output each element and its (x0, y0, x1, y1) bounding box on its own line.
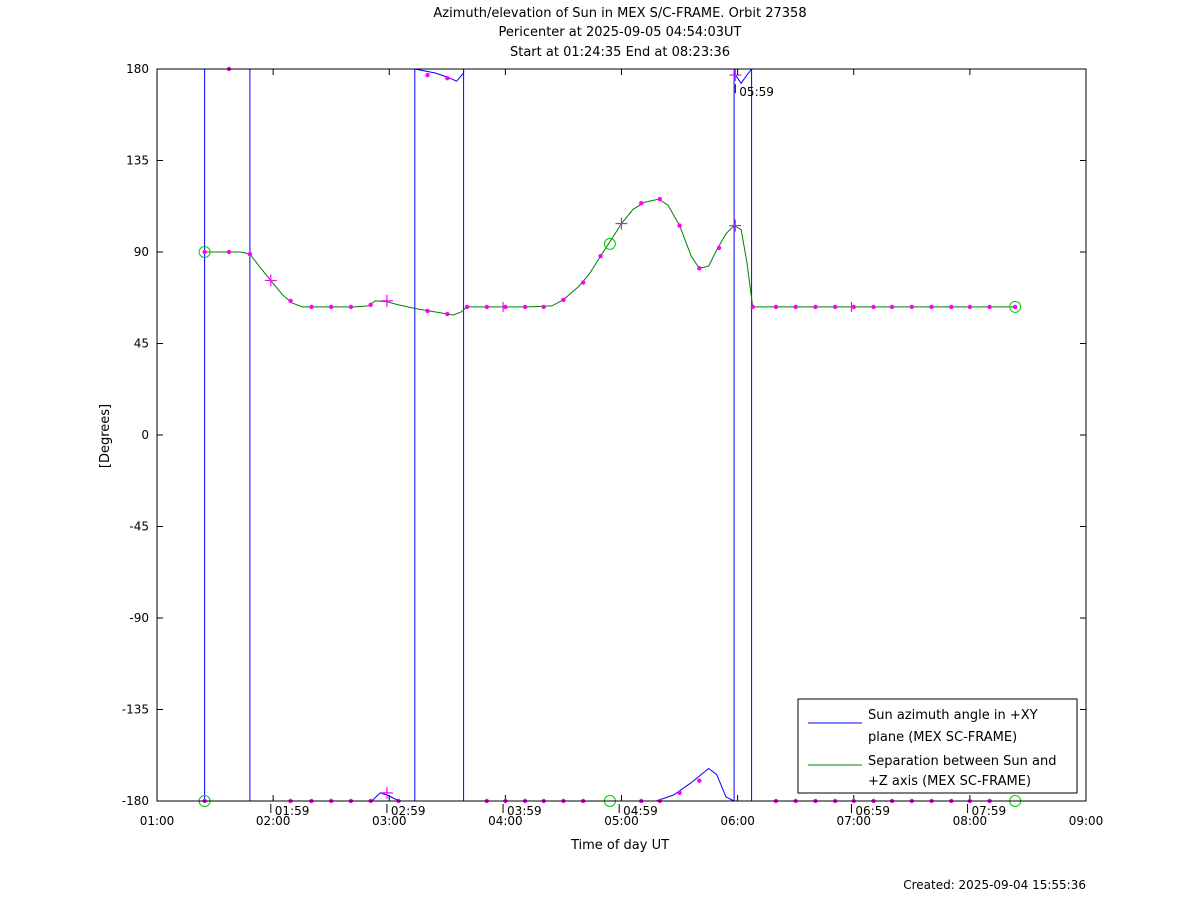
legend-label-separation-1: Separation between Sun and (868, 754, 1056, 769)
separation-point (949, 304, 954, 310)
separation-point (328, 304, 334, 310)
separation-series-line (204, 198, 1016, 316)
endpoint-circle (198, 246, 211, 258)
azimuth-series-line (733, 68, 752, 85)
separation-point (522, 304, 528, 310)
azimuth-point (425, 72, 430, 78)
x-tick-label: 04:00 (488, 814, 523, 828)
chart-subtitle: Pericenter at 2025-09-05 04:54:03UT (498, 25, 741, 40)
separation-point (929, 304, 934, 310)
separation-point (425, 308, 430, 314)
separation-point (813, 304, 818, 310)
x-tick-label: 01:00 (140, 814, 175, 828)
x-tick-label: 09:00 (1069, 814, 1104, 828)
separation-point (871, 304, 876, 310)
hour-annotation-label: 06:59 (855, 804, 890, 818)
azimuth-point (677, 790, 682, 796)
y-tick-label: -180 (122, 794, 149, 808)
x-axis-label: Time of day UT (570, 838, 669, 853)
axis-ticks: 01:00 02:00 03:00 04:00 05:00 06:00 07:00 08:00… (122, 62, 1104, 828)
separation-point (484, 304, 489, 310)
chart-subtitle-2: Start at 01:24:35 End at 08:23:36 (510, 45, 730, 60)
hour-annotation-label: 01:59 (275, 804, 310, 818)
separation-point (288, 298, 293, 303)
separation-point (226, 249, 232, 255)
hour-annotation-label: 02:59 (391, 804, 426, 818)
y-tick-label: 135 (126, 154, 149, 168)
separation-point (348, 304, 354, 310)
x-tick-label: 08:00 (953, 814, 988, 828)
created-timestamp: Created: 2025-09-04 15:55:36 (903, 878, 1086, 892)
legend-label-separation-2: +Z axis (MEX SC-FRAME) (868, 774, 1031, 789)
separation-point (580, 280, 586, 285)
separation-point (541, 304, 546, 310)
plot-markers (198, 66, 1022, 807)
hour-annotation-label: 04:59 (623, 804, 658, 818)
chart-title: Azimuth/elevation of Sun in MEX S/C-FRAM… (433, 6, 806, 21)
endpoint-circle (1009, 300, 1022, 313)
separation-point (889, 304, 895, 310)
separation-point (773, 304, 779, 310)
y-tick-label: 90 (134, 245, 149, 259)
x-tick-label: 06:00 (720, 814, 755, 828)
y-tick-label: -135 (122, 703, 149, 717)
azimuth-point (697, 778, 702, 783)
separation-point (851, 304, 856, 310)
separation-point (561, 297, 566, 302)
separation-point (247, 251, 253, 257)
legend-label-azimuth-2: plane (MEX SC-FRAME) (868, 730, 1017, 745)
separation-point (832, 304, 838, 310)
separation-point (987, 304, 992, 310)
plot-frame (156, 68, 1087, 802)
y-tick-label: 0 (141, 428, 149, 442)
separation-point (657, 196, 663, 202)
separation-point (309, 304, 314, 310)
azimuth-series-line (463, 767, 735, 802)
x-tick-label: 03:00 (372, 814, 407, 828)
endpoint-circle (603, 237, 616, 250)
separation-point (750, 304, 755, 310)
plot-series (204, 68, 1016, 802)
x-tick-label: 05:00 (604, 814, 639, 828)
azimuth-series-line (414, 68, 465, 82)
separation-point (967, 304, 973, 310)
x-tick-label: 07:00 (836, 814, 871, 828)
legend-label-azimuth-1: Sun azimuth angle in +XY (868, 708, 1038, 723)
separation-point (716, 245, 722, 251)
separation-point (909, 304, 915, 310)
hour-annotations: 01:59 02:59 03:59 04:59 05:59 06:59 07:59 (270, 84, 1007, 818)
legend: Sun azimuth angle in +XY plane (MEX SC-F… (797, 698, 1078, 794)
y-tick-label: 45 (134, 337, 149, 351)
y-tick-label: 180 (126, 62, 149, 76)
separation-point (793, 304, 798, 310)
hour-annotation-label: 07:59 (972, 804, 1007, 818)
separation-point (1012, 304, 1018, 310)
azimuth-point (445, 75, 450, 81)
hour-annotation-label: 03:59 (507, 804, 542, 818)
legend-box (797, 698, 1078, 794)
y-axis-label: [Degrees] (98, 404, 113, 468)
separation-point (202, 249, 207, 255)
separation-point (464, 304, 470, 310)
separation-point (445, 311, 450, 317)
separation-point (368, 302, 373, 308)
separation-point (598, 253, 603, 259)
y-tick-label: -45 (129, 520, 149, 534)
separation-point (503, 304, 508, 310)
separation-point (639, 201, 644, 206)
x-tick-label: 02:00 (256, 814, 291, 828)
separation-point (697, 266, 702, 271)
y-tick-label: -90 (129, 611, 149, 625)
hour-annotation-label: 05:59 (739, 85, 774, 99)
separation-point (677, 223, 682, 228)
